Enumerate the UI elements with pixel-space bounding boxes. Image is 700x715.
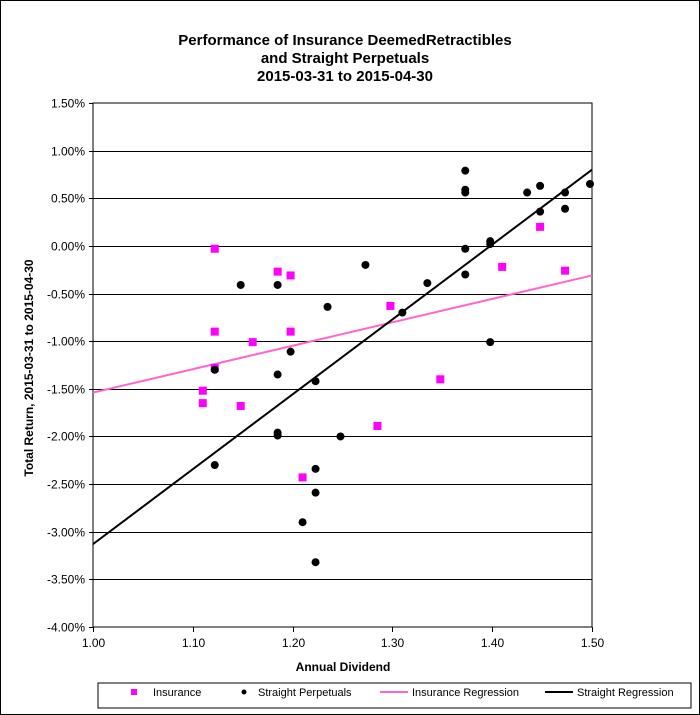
legend-insurance-marker xyxy=(131,689,137,695)
insurance-point xyxy=(210,244,219,253)
legend-box xyxy=(97,682,692,709)
x-tick-label: 1.30 xyxy=(381,636,405,650)
x-tick-label: 1.20 xyxy=(282,636,306,650)
axis-ticks: 1.50% 1.00% 0.50% 0.00% -0.50% -1.00% -1.50% -2… xyxy=(47,97,605,651)
straight-perpetuals-point xyxy=(210,365,219,374)
data-points xyxy=(198,166,595,567)
straight-perpetuals-point xyxy=(536,207,545,216)
y-axis-title: Total Return, 2015-03-31 to 2015-04-30 xyxy=(22,259,36,477)
straight-perpetuals-point xyxy=(273,280,282,289)
straight-perpetuals-point xyxy=(336,432,345,441)
legend-straight-regression-label: Straight Regression xyxy=(577,687,674,699)
straight-perpetuals-point xyxy=(536,181,545,190)
y-tick-label: -3.50% xyxy=(47,573,85,587)
insurance-point xyxy=(236,401,245,410)
straight-perpetuals-point xyxy=(586,179,595,188)
legend-straight-marker xyxy=(241,689,247,695)
straight-perpetuals-point xyxy=(561,204,570,213)
legend-insurance-label: Insurance xyxy=(153,687,201,699)
y-tick-label: -3.00% xyxy=(47,526,85,540)
legend-insurance-regression-label: Insurance Regression xyxy=(412,687,519,699)
insurance-point xyxy=(373,421,382,430)
insurance-point xyxy=(286,271,295,280)
straight-perpetuals-point xyxy=(210,461,219,470)
y-tick-label: -0.50% xyxy=(47,288,85,302)
x-tick-label: 1.10 xyxy=(182,636,206,650)
insurance-point xyxy=(198,399,207,408)
y-tick-label: 0.50% xyxy=(51,192,85,206)
straight-perpetuals-point xyxy=(298,518,307,527)
y-tick-label: -1.50% xyxy=(47,383,85,397)
chart-title-line-2: and Straight Perpetuals xyxy=(261,50,429,67)
x-tick-label: 1.40 xyxy=(481,636,505,650)
regression-lines xyxy=(92,168,593,545)
straight-perpetuals-point xyxy=(523,188,532,197)
insurance-point xyxy=(210,327,219,336)
insurance-point xyxy=(286,327,295,336)
straight-perpetuals-point xyxy=(311,558,320,567)
straight-perpetuals-point xyxy=(311,464,320,473)
y-tick-label: -4.00% xyxy=(47,621,85,635)
straight-perpetuals-point xyxy=(311,488,320,497)
straight-perpetuals-point xyxy=(361,260,370,269)
gridlines xyxy=(93,151,592,580)
straight-regression-line xyxy=(92,168,593,545)
straight-perpetuals-point xyxy=(398,308,407,317)
straight-perpetuals-point xyxy=(286,347,295,356)
y-tick-label: 1.00% xyxy=(51,145,85,159)
y-tick-label: -2.50% xyxy=(47,478,85,492)
insurance-point xyxy=(298,473,307,482)
x-tick-label: 1.50 xyxy=(581,636,605,650)
y-tick-label: 0.00% xyxy=(51,240,85,254)
straight-perpetuals-point xyxy=(311,377,320,386)
legend-straight-label: Straight Perpetuals xyxy=(258,687,352,699)
y-tick-label: 1.50% xyxy=(51,97,85,111)
straight-perpetuals-point xyxy=(486,338,495,347)
chart-title-line-1: Performance of Insurance DeemedRetractib… xyxy=(178,32,511,49)
insurance-point xyxy=(273,267,282,276)
insurance-point xyxy=(536,222,545,231)
legend: Insurance Straight Perpetuals Insurance … xyxy=(97,682,692,709)
x-axis-title: Annual Dividend xyxy=(296,660,391,674)
insurance-point xyxy=(386,301,395,310)
insurance-regression-line xyxy=(92,274,593,394)
straight-perpetuals-point xyxy=(461,188,470,197)
plot-area xyxy=(92,102,593,628)
y-tick-label: -1.00% xyxy=(47,335,85,349)
straight-perpetuals-point xyxy=(236,280,245,289)
straight-perpetuals-point xyxy=(273,370,282,379)
straight-perpetuals-point xyxy=(323,302,332,311)
straight-perpetuals-point xyxy=(423,279,432,288)
chart-title-line-3: 2015-03-31 to 2015-04-30 xyxy=(257,68,433,85)
straight-perpetuals-point xyxy=(461,244,470,253)
straight-perpetuals-point xyxy=(486,240,495,249)
straight-perpetuals-point xyxy=(561,188,570,197)
insurance-point xyxy=(561,266,570,275)
insurance-point xyxy=(248,338,257,347)
insurance-point xyxy=(436,375,445,384)
straight-perpetuals-point xyxy=(461,270,470,279)
y-tick-label: -2.00% xyxy=(47,430,85,444)
insurance-point xyxy=(498,262,507,271)
straight-perpetuals-point xyxy=(461,166,470,175)
x-tick-label: 1.00 xyxy=(82,636,106,650)
straight-perpetuals-point xyxy=(273,431,282,440)
insurance-point xyxy=(198,386,207,395)
